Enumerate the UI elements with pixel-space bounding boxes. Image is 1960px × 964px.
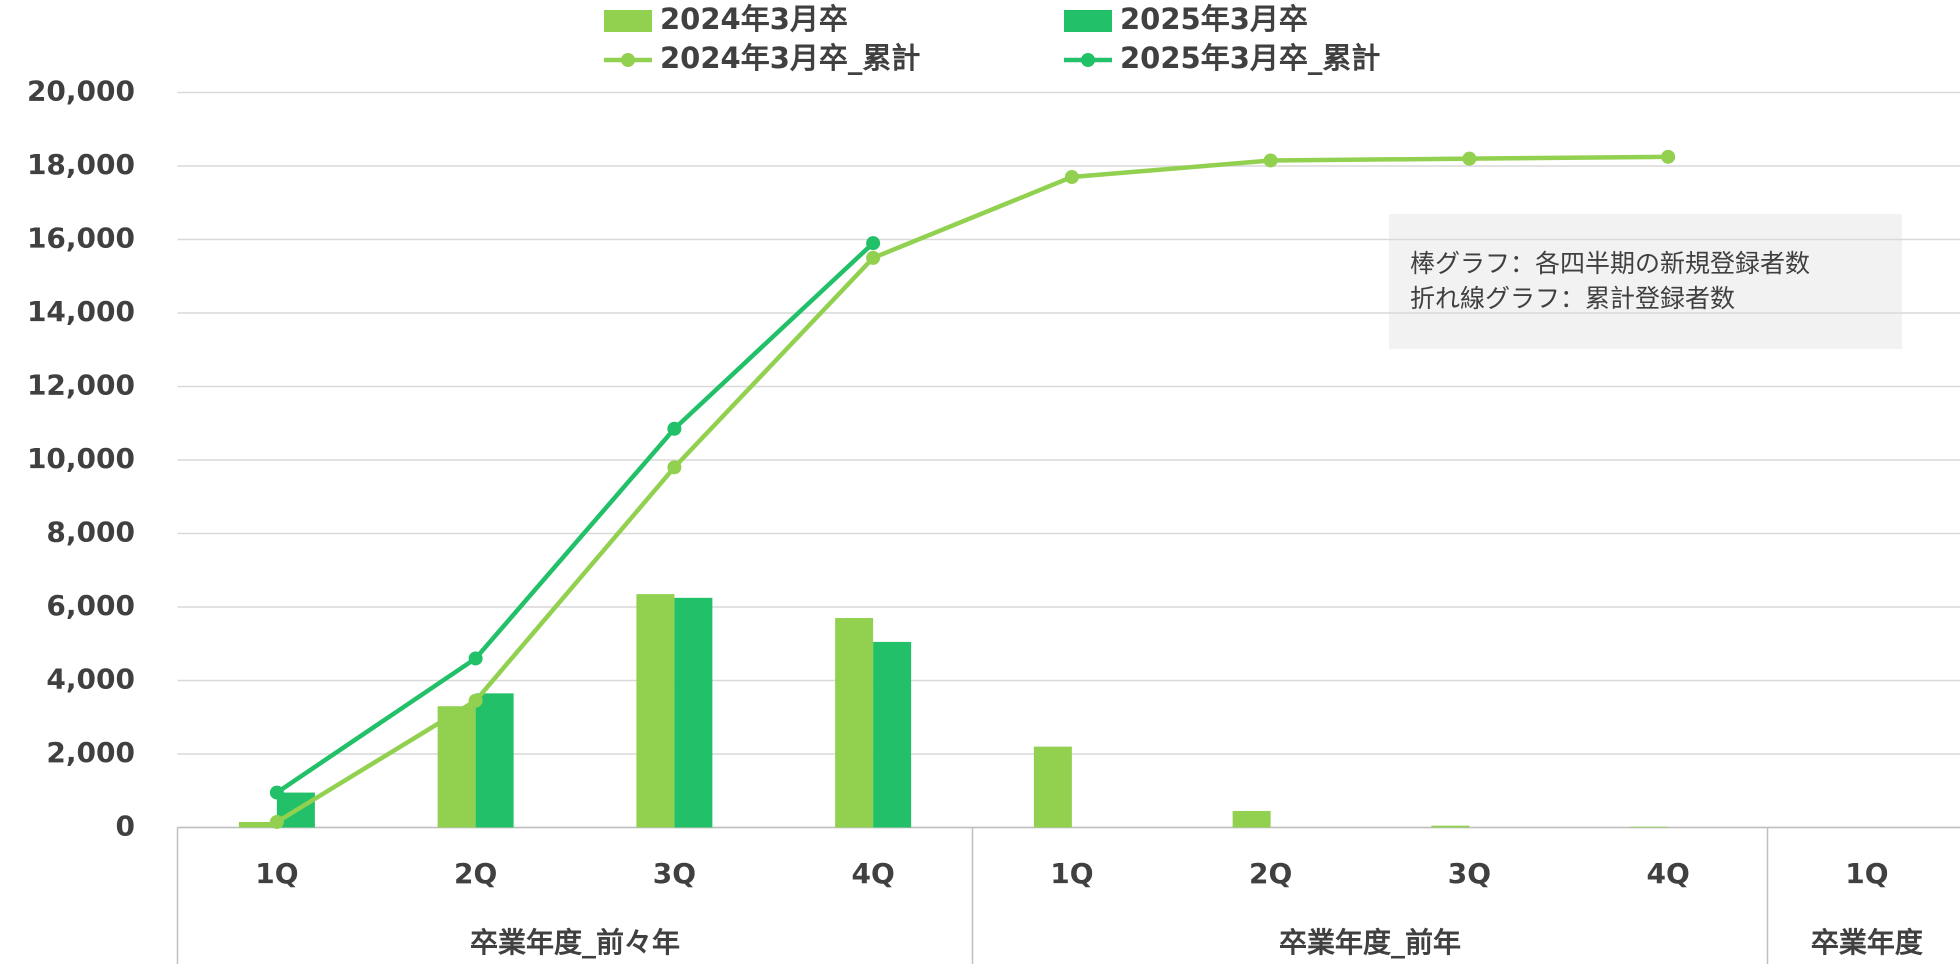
y-tick-label: 18,000 — [27, 148, 135, 181]
annotation-box — [1389, 214, 1902, 349]
y-tick-label: 0 — [116, 810, 135, 843]
legend-swatch — [1064, 10, 1112, 32]
x-tick-label: 1Q — [1845, 857, 1888, 890]
y-tick-label: 16,000 — [27, 222, 135, 255]
line-marker — [866, 250, 881, 265]
x-tick-label: 4Q — [1646, 857, 1689, 890]
bar — [437, 706, 476, 828]
x-tick-label: 1Q — [255, 857, 298, 890]
y-tick-label: 2,000 — [46, 736, 135, 769]
y-tick-label: 12,000 — [27, 369, 135, 402]
line-marker — [468, 693, 483, 708]
bar — [674, 597, 713, 828]
x-tick-label: 2Q — [1249, 857, 1292, 890]
bar — [1033, 746, 1072, 828]
legend-swatch — [621, 53, 635, 67]
y-tick-label: 20,000 — [27, 75, 135, 108]
line-marker — [269, 814, 284, 829]
x-tick-label: 3Q — [1448, 857, 1491, 890]
bar — [475, 693, 514, 828]
line-marker — [468, 651, 483, 666]
line-marker — [1661, 149, 1676, 164]
group-label: 卒業年度_前年 — [1279, 926, 1461, 959]
group-label: 卒業年度_前々年 — [470, 926, 680, 959]
line — [275, 241, 875, 795]
x-tick-label: 3Q — [653, 857, 696, 890]
line-marker — [1064, 170, 1079, 185]
group-label: 卒業年度 — [1811, 926, 1923, 959]
bar — [1630, 826, 1669, 828]
legend-label: 2025年3月卒_累計 — [1120, 41, 1380, 75]
y-tick-label: 8,000 — [46, 516, 135, 549]
bar — [835, 618, 874, 828]
bar — [873, 641, 912, 828]
line-marker — [667, 460, 682, 475]
line — [275, 154, 1669, 824]
bar — [1232, 810, 1271, 828]
bar — [1431, 825, 1470, 828]
line-marker — [866, 236, 881, 251]
y-tick-label: 6,000 — [46, 589, 135, 622]
legend-label: 2025年3月卒 — [1120, 2, 1308, 36]
legend-swatch — [604, 10, 652, 32]
bar — [238, 821, 277, 828]
annotation: 棒グラフ：各四半期の新規登録者数 — [1410, 249, 1810, 278]
x-tick-label: 2Q — [454, 857, 497, 890]
x-tick-label: 4Q — [851, 857, 894, 890]
line-marker — [1462, 151, 1477, 166]
y-tick-label: 14,000 — [27, 295, 135, 328]
x-tick-label: 1Q — [1050, 857, 1093, 890]
bar — [636, 594, 675, 828]
legend-label: 2024年3月卒_累計 — [660, 41, 920, 75]
legend-label: 2024年3月卒 — [660, 2, 848, 36]
y-tick-label: 10,000 — [27, 442, 135, 475]
line-marker — [667, 421, 682, 436]
line-marker — [1263, 153, 1278, 168]
y-tick-label: 4,000 — [46, 663, 135, 696]
annotation: 折れ線グラフ：累計登録者数 — [1410, 284, 1735, 313]
line-marker — [269, 785, 284, 800]
legend-swatch — [1081, 53, 1095, 67]
